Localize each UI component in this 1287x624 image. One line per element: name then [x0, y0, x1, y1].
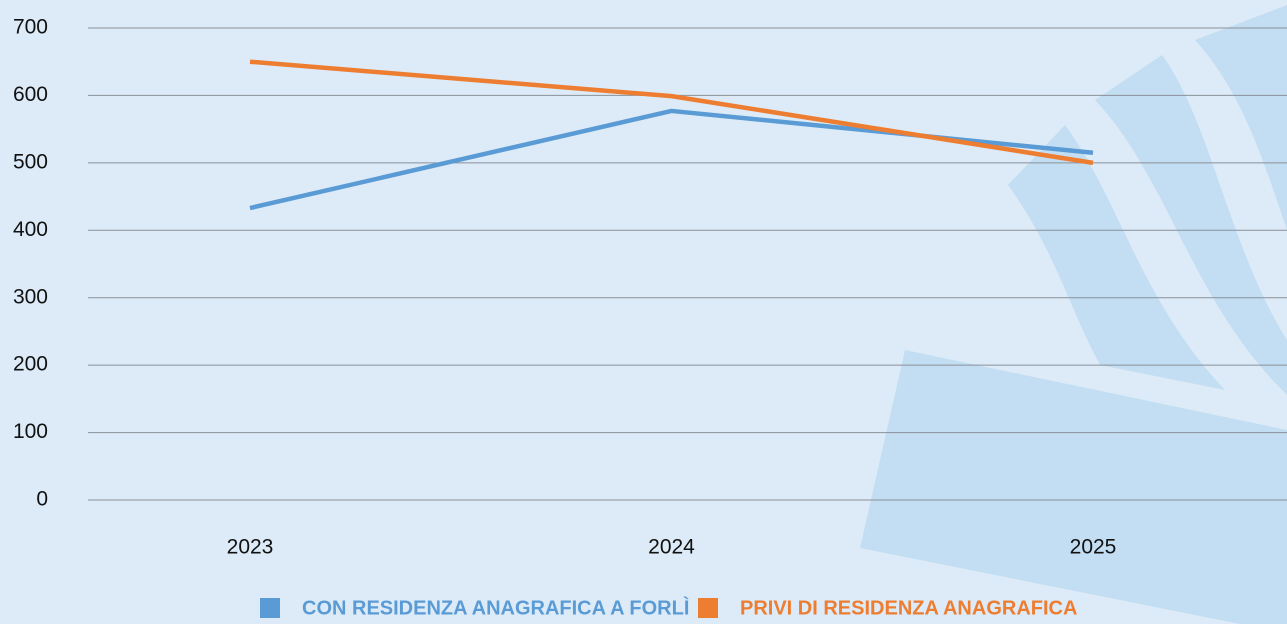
legend-swatch [260, 598, 280, 618]
x-tick-label: 2024 [648, 536, 695, 559]
y-tick-label: 600 [13, 83, 48, 106]
y-tick-label: 100 [13, 420, 48, 443]
legend-label: PRIVI DI RESIDENZA ANAGRAFICA [740, 597, 1077, 619]
y-tick-label: 500 [13, 150, 48, 173]
series-line [249, 59, 1094, 166]
x-tick-label: 2025 [1070, 536, 1117, 559]
y-tick-label: 300 [13, 285, 48, 308]
x-tick-label: 2023 [227, 536, 274, 559]
y-tick-label: 0 [36, 488, 48, 511]
legend-swatch [698, 598, 718, 618]
y-tick-label: 400 [13, 218, 48, 241]
series-line [249, 108, 1094, 211]
y-tick-label: 700 [13, 16, 48, 39]
legend-label: CON RESIDENZA ANAGRAFICA A FORLÌ [302, 596, 689, 619]
background-decoration [860, 5, 1287, 624]
y-tick-label: 200 [13, 353, 48, 376]
